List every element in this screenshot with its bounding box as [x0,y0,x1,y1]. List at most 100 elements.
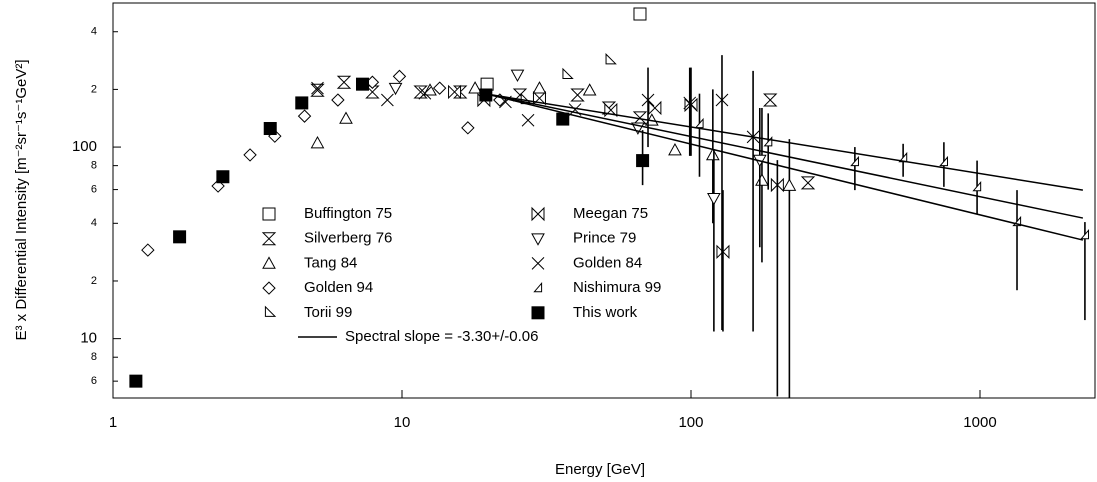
legend-symbol [262,207,276,221]
point [310,83,325,97]
legend-symbol [264,305,277,317]
point [173,230,187,244]
point [763,93,778,107]
y-axis-title: E³ x Differential Intensity [m⁻²sr⁻¹s⁻¹G… [13,59,30,340]
legend-label: Nishimura 99 [573,279,661,296]
point [570,88,585,102]
point [562,67,574,80]
point [141,243,155,257]
x-tick-label: 1000 [963,414,996,431]
y-tick-label: 8 [91,160,97,172]
x-axis-title: Energy [GeV] [555,461,645,478]
x-tick-label: 10 [394,414,411,431]
legend-symbol [531,233,545,246]
legend-label: This work [573,304,638,321]
point [381,93,394,107]
y-tick-label: 8 [91,351,97,363]
point [556,112,570,126]
y-tick-label: 10 [80,330,97,347]
point [715,93,729,107]
point [432,81,447,95]
point [452,85,468,99]
y-tick-label: 4 [91,26,97,38]
y-tick-label: 4 [91,217,97,229]
point [297,109,312,123]
point [311,81,324,95]
point [461,121,475,135]
point [641,93,655,107]
point [850,155,859,167]
point [216,170,230,184]
point [392,69,407,84]
fit-line [486,93,1084,241]
point [468,81,482,94]
point [648,100,662,116]
x-tick-label: 1 [109,414,117,431]
fit-line [486,93,1084,191]
point [633,7,647,21]
y-tick-label: 6 [91,375,97,387]
legend-symbol [531,206,545,222]
point [684,97,698,113]
legend-label: Spectral slope = -3.30+/-0.06 [345,328,538,345]
legend-symbol [261,232,277,246]
point [510,69,525,82]
point [1080,228,1090,240]
legend-symbol [531,306,545,320]
x-tick-label: 100 [678,414,703,431]
point [604,102,618,118]
point [972,180,982,192]
legend-label: Torii 99 [304,304,352,321]
point [668,143,682,156]
point [480,77,494,91]
legend-symbol [262,281,276,295]
point [418,86,432,100]
y-tick-label: 2 [91,275,97,287]
legend-symbol [533,281,543,293]
legend-symbol [262,256,276,269]
point [716,244,730,260]
point [636,154,650,168]
point [243,148,257,162]
point [310,135,325,149]
point [331,93,345,107]
y-tick-label: 6 [91,183,97,195]
point [129,374,143,388]
legend-label: Golden 94 [304,279,373,296]
legend-symbol [531,257,545,270]
legend-label: Silverberg 76 [304,230,392,247]
fit-line [486,93,1084,219]
legend-label: Buffington 75 [304,205,392,222]
point [355,77,369,91]
legend-label: Prince 79 [573,230,636,247]
point [707,193,721,206]
point [532,90,546,106]
point [448,84,462,100]
point [800,176,816,190]
point [605,53,617,65]
point [388,82,403,96]
point [694,117,704,129]
y-tick-label: 100 [72,138,97,155]
point [263,122,277,136]
legend-label: Tang 84 [304,254,357,271]
point [582,83,597,96]
point [755,173,769,186]
point [521,113,535,127]
point [770,177,784,193]
point [413,85,428,99]
point [705,147,720,161]
point [339,111,353,124]
point [423,83,437,96]
point [295,96,309,110]
point [939,155,948,167]
plot-frame [112,2,1096,399]
legend-label: Meegan 75 [573,205,648,222]
y-tick-label: 2 [91,83,97,95]
point [336,75,352,89]
point [532,81,547,94]
legend-label: Golden 84 [573,254,642,271]
point [683,96,697,110]
point [782,178,797,191]
